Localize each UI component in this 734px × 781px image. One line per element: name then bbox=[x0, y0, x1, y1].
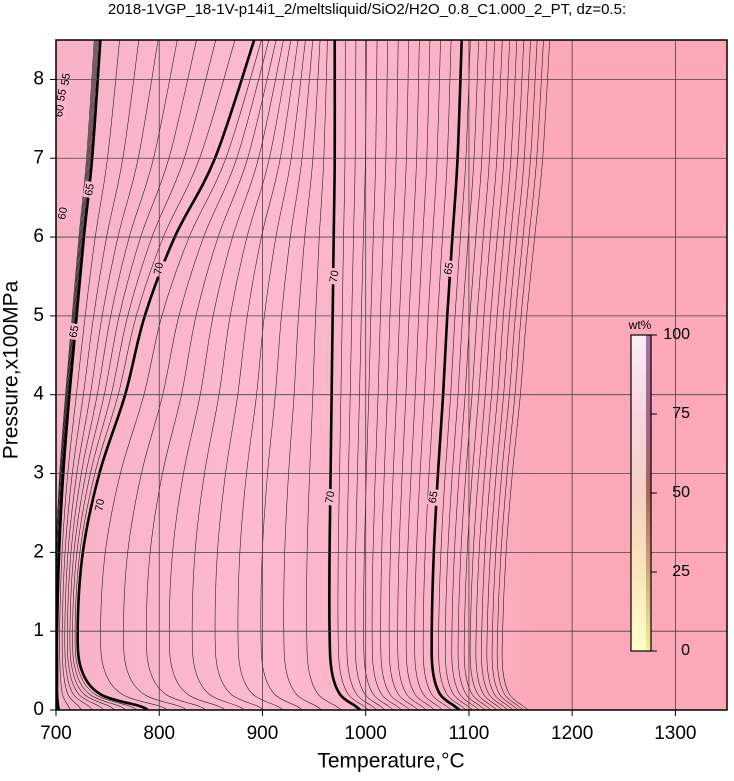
contour-label-bg bbox=[323, 488, 338, 507]
y-tick-label: 1 bbox=[33, 620, 44, 641]
y-tick-label: 0 bbox=[33, 699, 44, 720]
minor-contour bbox=[306, 40, 342, 710]
contour-label-group: 70 bbox=[93, 496, 108, 514]
minor-contour bbox=[444, 40, 479, 710]
minor-contour bbox=[491, 40, 538, 710]
y-tick-label: 5 bbox=[33, 305, 44, 326]
contour-label-group: 70 bbox=[327, 267, 343, 286]
contour-label: 60 bbox=[53, 104, 67, 118]
contour-label: 65 bbox=[83, 183, 97, 197]
major-contour bbox=[56, 40, 102, 710]
y-tick-label: 3 bbox=[33, 463, 44, 484]
minor-contour bbox=[380, 40, 411, 710]
colorbar-tick-label: 50 bbox=[672, 484, 690, 501]
minor-contour bbox=[337, 40, 369, 710]
contour-label-group: 60 bbox=[56, 204, 71, 223]
x-tick-label: 1000 bbox=[345, 723, 387, 744]
y-tick-label: 2 bbox=[33, 541, 44, 562]
minor-contour bbox=[346, 40, 378, 710]
minor-contour bbox=[237, 40, 306, 710]
minor-contour bbox=[354, 40, 386, 710]
minor-contour bbox=[388, 40, 419, 710]
contour-label-group: 65 bbox=[82, 180, 98, 199]
colorbar-edge bbox=[646, 335, 651, 651]
contour-label: 60 bbox=[56, 206, 70, 220]
minor-contour bbox=[56, 40, 96, 710]
contour-label-group: 70 bbox=[323, 488, 338, 507]
contour-label: 65 bbox=[442, 261, 456, 275]
contour-label-group: 65 bbox=[426, 488, 442, 507]
contour-label-bg bbox=[56, 86, 70, 105]
contour-label-bg bbox=[442, 259, 457, 278]
contour-label: 70 bbox=[93, 498, 107, 512]
minor-contour bbox=[56, 40, 95, 710]
colorbar-tick-label: 100 bbox=[663, 326, 690, 343]
minor-contour bbox=[56, 40, 98, 710]
contour-label: 55 bbox=[55, 88, 69, 102]
colorbar-tick-label: 0 bbox=[681, 642, 690, 659]
contour-label: 70 bbox=[324, 490, 338, 504]
minor-contour bbox=[457, 40, 495, 710]
minor-contour bbox=[422, 40, 452, 710]
x-tick-label: 1100 bbox=[448, 723, 489, 744]
y-tick-label: 4 bbox=[33, 384, 44, 405]
minor-contour bbox=[438, 40, 471, 710]
minor-contour bbox=[66, 40, 178, 710]
colorbar-tick-label: 25 bbox=[672, 563, 690, 580]
minor-contour bbox=[501, 40, 550, 710]
minor-contour bbox=[486, 40, 531, 710]
contour-label: 65 bbox=[68, 325, 82, 339]
minor-contour bbox=[451, 40, 488, 710]
minor-contour bbox=[414, 40, 444, 710]
contour-label: 70 bbox=[328, 269, 342, 283]
contour-label-bg bbox=[426, 488, 442, 507]
minor-contour bbox=[463, 40, 503, 710]
colorbar: wt% 0 25 50 75 100 bbox=[628, 318, 690, 659]
contour-label-group: 65 bbox=[442, 259, 457, 278]
major-contour bbox=[430, 40, 463, 710]
minor-contour bbox=[56, 40, 97, 710]
minor-contour bbox=[191, 40, 292, 710]
minor-contour bbox=[405, 40, 436, 710]
colorbar-label: wt% bbox=[628, 318, 652, 332]
minor-contour bbox=[61, 40, 140, 710]
x-axis-label: Temperature,°C bbox=[317, 750, 464, 773]
plot-background bbox=[56, 40, 727, 710]
chart-title: 2018-1VGP_18-1V-p14i1_2/meltsliquid/SiO2… bbox=[108, 1, 626, 18]
contour-label-group: 65 bbox=[67, 322, 82, 341]
y-tick-label: 8 bbox=[33, 68, 44, 89]
contour-label-bg bbox=[67, 322, 82, 341]
x-tick-label: 900 bbox=[247, 723, 279, 744]
minor-contour bbox=[64, 40, 159, 710]
y-tick-label: 6 bbox=[33, 226, 44, 247]
major-contour bbox=[328, 40, 362, 710]
contour-label-bg bbox=[82, 180, 98, 199]
minor-contour bbox=[168, 40, 284, 710]
minor-contour bbox=[283, 40, 323, 710]
contour-label-bg bbox=[56, 204, 71, 223]
contour-label-bg bbox=[93, 496, 108, 514]
minor-contour bbox=[475, 40, 518, 710]
x-tick-label: 700 bbox=[40, 723, 72, 744]
plot-frame bbox=[55, 39, 728, 711]
minor-contour bbox=[496, 40, 544, 710]
y-tick-label: 7 bbox=[33, 147, 44, 168]
x-tick-label: 1300 bbox=[654, 723, 696, 744]
contour-label-bg bbox=[327, 267, 343, 286]
minor-contour bbox=[214, 40, 299, 710]
minor-contour bbox=[397, 40, 427, 710]
x-tick-label: 1200 bbox=[551, 723, 593, 744]
minor-contour bbox=[260, 40, 314, 710]
minor-contour bbox=[481, 40, 525, 710]
minor-contour bbox=[371, 40, 403, 710]
y-axis-label: Pressure,x100MPa bbox=[0, 280, 23, 459]
contour-label-group: 55 bbox=[55, 86, 70, 105]
minor-contour bbox=[469, 40, 510, 710]
minor-contour bbox=[59, 40, 120, 710]
colorbar-tick-label: 75 bbox=[672, 405, 690, 422]
x-tick-label: 800 bbox=[143, 723, 175, 744]
contour-label: 65 bbox=[427, 490, 441, 504]
